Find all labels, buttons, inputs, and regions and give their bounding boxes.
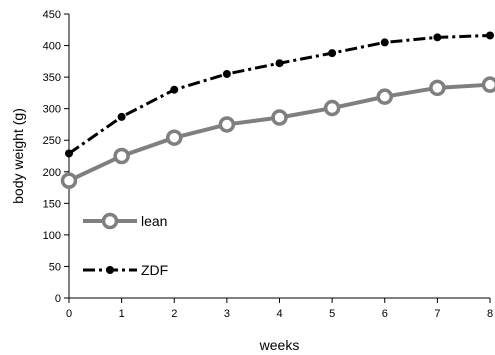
y-tick-label: 400 — [43, 41, 61, 53]
legend-swatch-marker — [106, 266, 114, 274]
data-point — [380, 38, 389, 47]
legend-entry-lean: lean — [83, 212, 167, 230]
y-tick-label: 350 — [43, 72, 61, 84]
legend-label: ZDF — [141, 262, 168, 278]
y-tick-label: 150 — [43, 198, 61, 210]
data-point — [486, 31, 494, 40]
legend-entry-zdf: ZDF — [83, 262, 168, 278]
data-point — [271, 109, 288, 126]
data-point — [222, 69, 231, 78]
x-tick-label: 7 — [434, 308, 440, 320]
data-point — [376, 88, 393, 105]
legend: lean ZDF — [83, 212, 168, 278]
data-point — [65, 149, 73, 158]
data-point — [117, 112, 126, 121]
y-axis-title: body weight (g) — [10, 108, 26, 204]
data-point — [323, 99, 341, 117]
y-tick-label: 200 — [43, 167, 61, 179]
series-lean — [60, 76, 495, 189]
x-tick-label: 6 — [382, 308, 388, 320]
legend-label: lean — [141, 213, 167, 229]
series-layer — [60, 31, 495, 189]
x-tick-label: 2 — [171, 308, 177, 320]
x-tick-label: 3 — [224, 308, 230, 320]
data-point — [166, 129, 183, 146]
data-point — [60, 172, 78, 189]
data-point — [170, 85, 179, 94]
axes: 0 50 100 150 200 250 300 350 400 450 0 1 2 3 4 5 6 7 8 — [43, 9, 493, 320]
data-point — [429, 79, 446, 97]
x-tick-label: 1 — [119, 308, 125, 320]
data-point — [218, 116, 236, 133]
series-line-zdf — [68, 33, 491, 155]
data-point — [328, 49, 337, 58]
x-tick-label: 8 — [487, 308, 493, 320]
data-point — [481, 76, 495, 93]
legend-swatch-marker — [101, 212, 119, 230]
series-line-lean — [68, 82, 491, 183]
x-tick-label: 0 — [66, 308, 72, 320]
x-tick-label: 4 — [276, 308, 282, 320]
y-tick-label: 450 — [43, 9, 61, 21]
y-tick-label: 0 — [55, 293, 61, 305]
x-axis-title: weeks — [259, 337, 300, 353]
y-tick-label: 300 — [43, 104, 61, 116]
y-tick-label: 50 — [49, 261, 61, 273]
data-point — [113, 147, 130, 165]
x-tick-label: 5 — [329, 308, 335, 320]
data-point — [275, 59, 284, 68]
y-tick-label: 100 — [43, 230, 61, 242]
series-zdf — [65, 31, 494, 158]
y-tick-label: 250 — [43, 135, 61, 147]
data-point — [433, 33, 442, 42]
